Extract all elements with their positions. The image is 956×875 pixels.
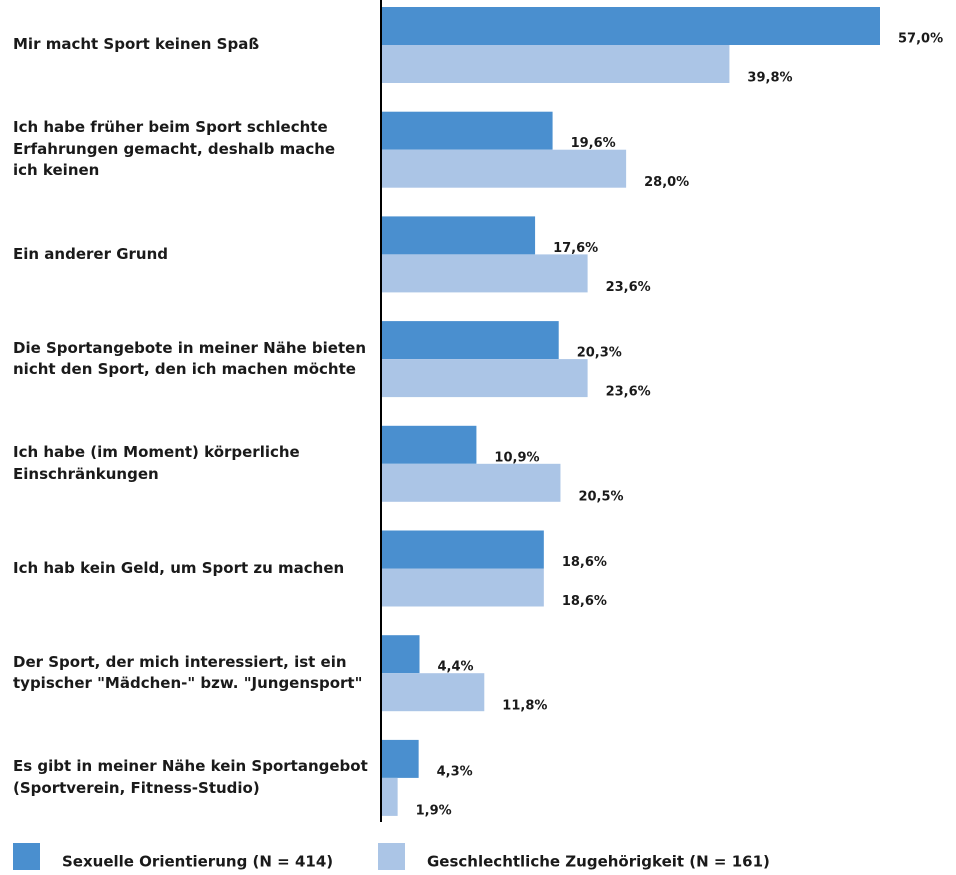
bar: [381, 359, 588, 398]
value-label: 18,6%: [562, 555, 607, 570]
category-label: Ich hab kein Geld, um Sport zu machen: [13, 558, 345, 577]
bar: [381, 530, 544, 569]
bar: [381, 149, 627, 188]
category-label: Mir macht Sport keinen Spaß: [13, 35, 260, 54]
legend-swatch: [13, 843, 40, 870]
bar: [381, 216, 536, 255]
legend-label: Sexuelle Orientierung (N = 414): [62, 853, 333, 871]
bar: [381, 635, 420, 674]
value-label: 10,9%: [494, 450, 539, 465]
value-label: 23,6%: [606, 280, 651, 295]
value-label: 20,3%: [577, 346, 622, 361]
bar: [381, 739, 419, 778]
value-label: 57,0%: [898, 32, 943, 47]
category-label: Die Sportangebote in meiner Nähe bieten …: [13, 338, 367, 379]
bar: [381, 425, 477, 464]
category-label: Ich habe früher beim Sport schlechte Erf…: [13, 118, 336, 180]
bar: [381, 463, 561, 502]
bar: [381, 673, 485, 712]
value-label: 4,4%: [438, 660, 474, 675]
value-label: 18,6%: [562, 594, 607, 609]
value-label: 20,5%: [578, 489, 623, 504]
value-label: 11,8%: [502, 699, 547, 714]
bar: [381, 568, 544, 607]
value-label: 1,9%: [416, 803, 452, 818]
value-label: 23,6%: [606, 385, 651, 400]
value-label: 17,6%: [553, 241, 598, 256]
category-label: Es gibt in meiner Nähe kein Sportangebot…: [13, 757, 368, 797]
value-label: 39,8%: [747, 71, 792, 86]
value-label: 4,3%: [437, 764, 473, 779]
category-label: Der Sport, der mich interessiert, ist ei…: [13, 652, 363, 693]
legend-swatch: [378, 843, 405, 870]
bar: [381, 321, 559, 360]
bar: [381, 111, 553, 150]
bar: [381, 777, 398, 816]
value-label: 28,0%: [644, 175, 689, 190]
category-label: Ich habe (im Moment) körperliche Einschr…: [13, 443, 300, 483]
legend-label: Geschlechtliche Zugehörigkeit (N = 161): [427, 853, 770, 871]
bar: [381, 254, 588, 293]
category-label: Ein anderer Grund: [13, 244, 168, 263]
bar: [381, 45, 730, 83]
bar: [381, 7, 880, 45]
value-label: 19,6%: [571, 136, 616, 151]
